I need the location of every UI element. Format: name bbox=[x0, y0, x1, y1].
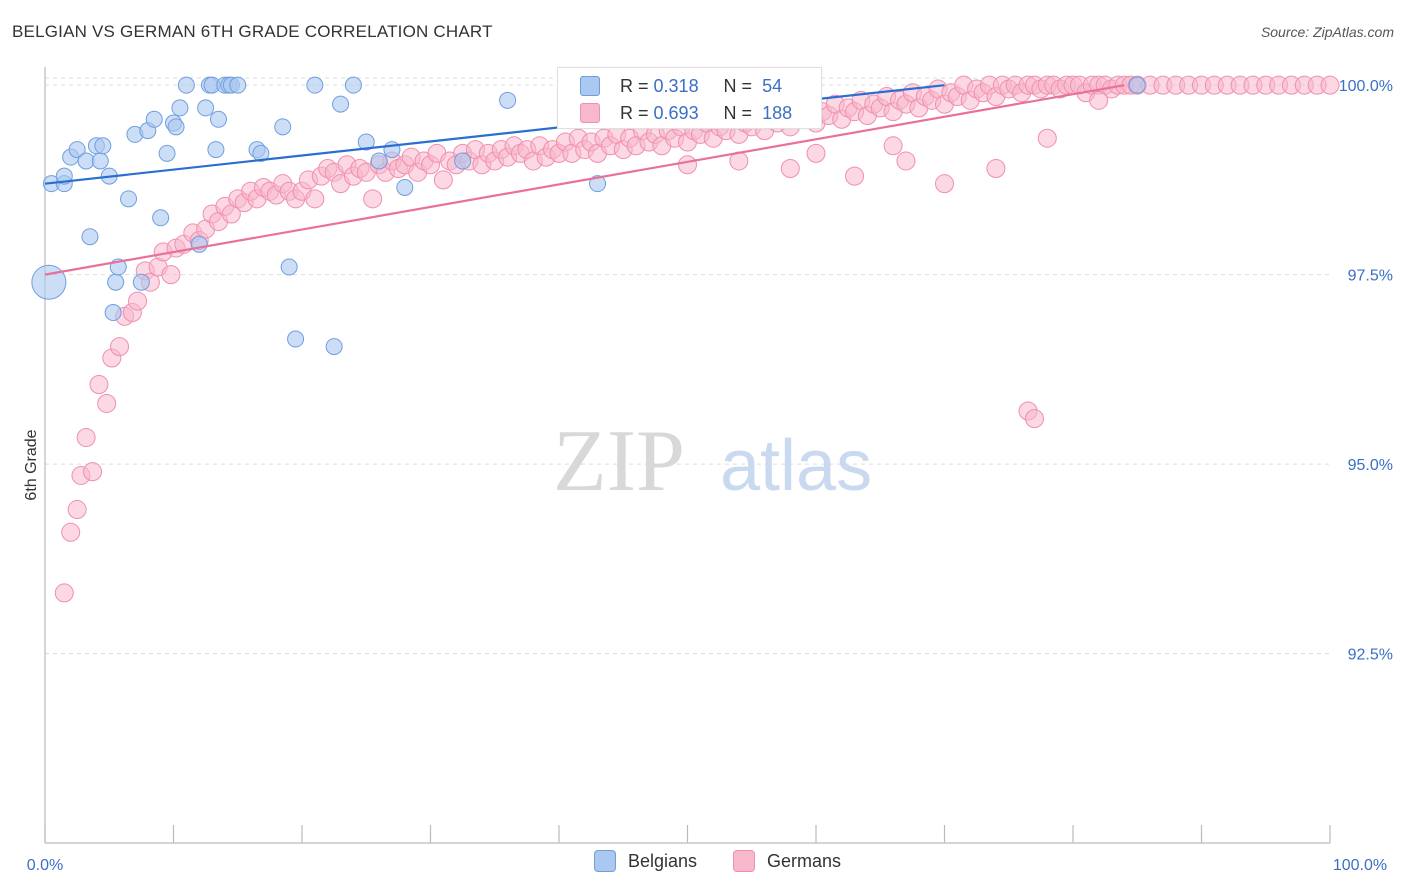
x-tick-label-max: 100.0% bbox=[1333, 857, 1387, 874]
axis-labels: 92.5% 95.0% 97.5% 100.0% 0.0% 100.0% bbox=[27, 78, 1393, 874]
watermark: ZIP atlas bbox=[553, 413, 872, 510]
y-tick-label: 100.0% bbox=[1339, 78, 1393, 95]
axes bbox=[44, 67, 1331, 844]
belgian-point bbox=[104, 304, 122, 322]
legend-swatch-germans bbox=[580, 103, 600, 123]
belgian-point bbox=[1128, 76, 1146, 94]
german-point bbox=[678, 155, 697, 175]
german-point bbox=[1320, 75, 1340, 95]
german-point bbox=[97, 393, 117, 413]
belgian-point bbox=[454, 152, 472, 170]
belgian-point bbox=[325, 338, 343, 356]
german-point bbox=[433, 170, 453, 190]
belgian-point bbox=[344, 76, 362, 94]
belgian-point bbox=[229, 76, 247, 94]
y-axis-title: 6th Grade bbox=[23, 429, 40, 500]
source-label: Source: ZipAtlas.com bbox=[1260, 24, 1394, 40]
legend-n-value: 188 bbox=[762, 102, 793, 123]
y-tick-label: 92.5% bbox=[1348, 647, 1393, 664]
german-point bbox=[61, 522, 81, 542]
legend-r-value: 0.693 bbox=[653, 102, 699, 123]
germans-trend-line bbox=[44, 84, 1125, 276]
german-point bbox=[67, 500, 87, 520]
stats-legend: R = 0.318 N = 54 R = 0.693 N = 188 bbox=[557, 67, 822, 129]
legend-r-label: R = bbox=[620, 75, 649, 96]
german-point bbox=[845, 166, 865, 186]
x-tick-label-min: 0.0% bbox=[27, 857, 63, 874]
belgian-point bbox=[209, 110, 227, 128]
belgian-point bbox=[197, 99, 215, 117]
legend-r-label: R = bbox=[620, 102, 649, 123]
belgian-point bbox=[171, 99, 189, 117]
legend-n-value: 54 bbox=[762, 75, 783, 96]
legend-item-belgians: Belgians bbox=[594, 850, 697, 872]
belgian-point bbox=[132, 273, 150, 291]
chart-title: BELGIAN VS GERMAN 6TH GRADE CORRELATION … bbox=[12, 22, 493, 41]
belgian-point bbox=[357, 133, 375, 151]
german-point bbox=[83, 462, 103, 482]
belgian-point bbox=[207, 141, 225, 159]
belgian-point bbox=[306, 76, 324, 94]
watermark-zip: ZIP bbox=[553, 413, 685, 510]
belgian-point bbox=[332, 95, 350, 113]
belgian-point bbox=[499, 91, 517, 109]
belgian-point bbox=[81, 228, 99, 246]
german-point bbox=[305, 189, 325, 209]
legend-n-label: N = bbox=[723, 75, 753, 96]
series-legend: Belgians Germans bbox=[0, 850, 1406, 878]
belgian-point bbox=[252, 144, 270, 162]
german-point bbox=[986, 159, 1006, 179]
legend-r-value: 0.318 bbox=[653, 75, 699, 96]
belgian-point bbox=[396, 178, 414, 196]
germans-points bbox=[54, 75, 1340, 603]
german-point bbox=[54, 583, 74, 603]
belgian-point bbox=[77, 152, 95, 170]
belgian-point bbox=[91, 152, 109, 170]
legend-label-germans: Germans bbox=[767, 850, 842, 871]
belgian-point bbox=[145, 110, 163, 128]
belgian-point bbox=[177, 76, 195, 94]
belgian-point bbox=[94, 137, 112, 155]
belgian-point bbox=[287, 330, 305, 348]
belgian-point bbox=[68, 141, 86, 159]
legend-label-belgians: Belgians bbox=[628, 850, 698, 871]
legend-swatch-belgians bbox=[594, 850, 616, 872]
legend-row-belgians: R = 0.318 N = 54 bbox=[580, 74, 782, 98]
y-tick-label: 95.0% bbox=[1348, 457, 1393, 474]
german-point bbox=[110, 337, 130, 357]
german-point bbox=[1089, 90, 1109, 110]
german-point bbox=[1037, 128, 1057, 148]
belgian-point bbox=[190, 235, 208, 253]
german-point bbox=[883, 136, 903, 156]
legend-swatch-germans bbox=[733, 850, 755, 872]
legend-row-germans: R = 0.693 N = 188 bbox=[580, 101, 792, 125]
german-point bbox=[896, 151, 916, 171]
belgian-point bbox=[167, 118, 185, 136]
belgian-point bbox=[370, 152, 388, 170]
belgian-point bbox=[158, 144, 176, 162]
german-point bbox=[1024, 409, 1044, 429]
belgian-point bbox=[589, 175, 607, 193]
watermark-atlas: atlas bbox=[720, 426, 872, 506]
belgian-point bbox=[31, 264, 67, 300]
belgian-point bbox=[274, 118, 292, 136]
legend-n-label: N = bbox=[723, 102, 753, 123]
belgian-point bbox=[107, 273, 125, 291]
german-point bbox=[89, 375, 109, 395]
german-point bbox=[161, 265, 181, 285]
german-point bbox=[806, 143, 826, 163]
belgian-point bbox=[280, 258, 298, 276]
german-point bbox=[935, 174, 954, 194]
belgian-point bbox=[120, 190, 138, 208]
belgians-points bbox=[31, 76, 1146, 356]
german-point bbox=[128, 291, 148, 311]
legend-swatch-belgians bbox=[580, 76, 600, 96]
y-tick-label: 97.5% bbox=[1348, 268, 1393, 285]
german-point bbox=[780, 159, 800, 179]
legend-item-germans: Germans bbox=[733, 850, 841, 872]
german-point bbox=[363, 189, 383, 209]
belgian-point bbox=[152, 209, 170, 227]
german-point bbox=[76, 428, 96, 448]
